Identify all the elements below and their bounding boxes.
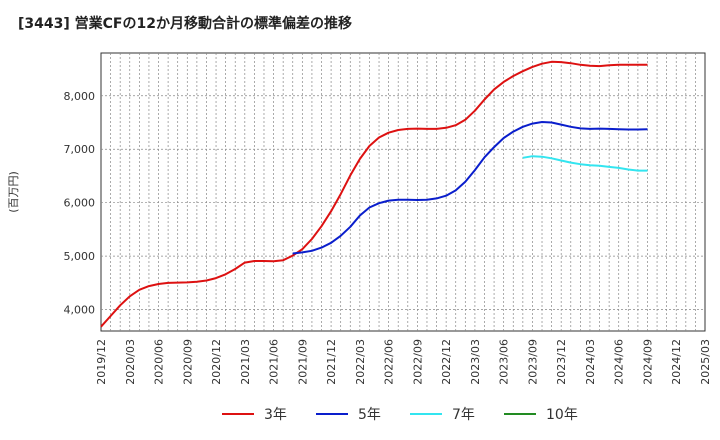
x-tick-label: 2021/06 bbox=[268, 339, 281, 385]
y-tick-label: 6,000 bbox=[64, 197, 96, 210]
series-line-2 bbox=[292, 121, 648, 255]
x-tick-label: 2022/12 bbox=[440, 339, 453, 385]
y-tick-label: 5,000 bbox=[64, 250, 96, 263]
legend: 3年 5年 7年 10年 bbox=[222, 407, 578, 423]
x-tick-label: 2024/06 bbox=[613, 339, 626, 385]
x-tick-label: 2020/06 bbox=[153, 339, 166, 385]
x-tick-label: 2021/12 bbox=[325, 339, 338, 385]
x-tick-label: 2023/12 bbox=[555, 339, 568, 385]
x-tick-label: 2020/09 bbox=[181, 339, 194, 385]
x-tick-label: 2025/03 bbox=[699, 339, 712, 385]
y-tick-label: 7,000 bbox=[64, 143, 96, 156]
x-axis: 2019/12 2020/03 2020/06 2020/09 2020/12 2021/… bbox=[95, 339, 712, 385]
grid bbox=[101, 53, 705, 331]
chart-title: [3443] 営業CFの12か月移動合計の標準偏差の推移 bbox=[18, 15, 352, 32]
y-axis-label: (百万円) bbox=[7, 171, 20, 213]
x-tick-label: 2024/12 bbox=[670, 339, 683, 385]
legend-label-1: 3年 bbox=[264, 407, 287, 423]
x-tick-label: 2019/12 bbox=[95, 339, 108, 385]
y-axis: 4,000 5,000 6,000 7,000 8,000 bbox=[64, 90, 96, 317]
plot-area bbox=[100, 52, 706, 332]
x-tick-label: 2024/09 bbox=[641, 339, 654, 385]
series-line-3 bbox=[522, 155, 648, 172]
x-tick-label: 2023/09 bbox=[526, 339, 539, 385]
x-tick-label: 2020/12 bbox=[210, 339, 223, 385]
x-tick-label: 2023/06 bbox=[498, 339, 511, 385]
legend-label-4: 10年 bbox=[546, 407, 578, 423]
series-line-1 bbox=[100, 60, 648, 328]
x-tick-label: 2021/03 bbox=[239, 339, 252, 385]
series-lines bbox=[100, 60, 648, 328]
y-tick-label: 8,000 bbox=[64, 90, 96, 103]
x-tick-label: 2023/03 bbox=[469, 339, 482, 385]
legend-label-2: 5年 bbox=[358, 407, 381, 423]
x-tick-label: 2022/06 bbox=[383, 339, 396, 385]
x-tick-label: 2022/03 bbox=[354, 339, 367, 385]
legend-label-3: 7年 bbox=[452, 407, 475, 423]
x-tick-label: 2024/03 bbox=[584, 339, 597, 385]
x-tick-label: 2020/03 bbox=[124, 339, 137, 385]
x-tick-label: 2021/09 bbox=[296, 339, 309, 385]
y-tick-label: 4,000 bbox=[64, 304, 96, 317]
x-tick-label: 2022/09 bbox=[411, 339, 424, 385]
